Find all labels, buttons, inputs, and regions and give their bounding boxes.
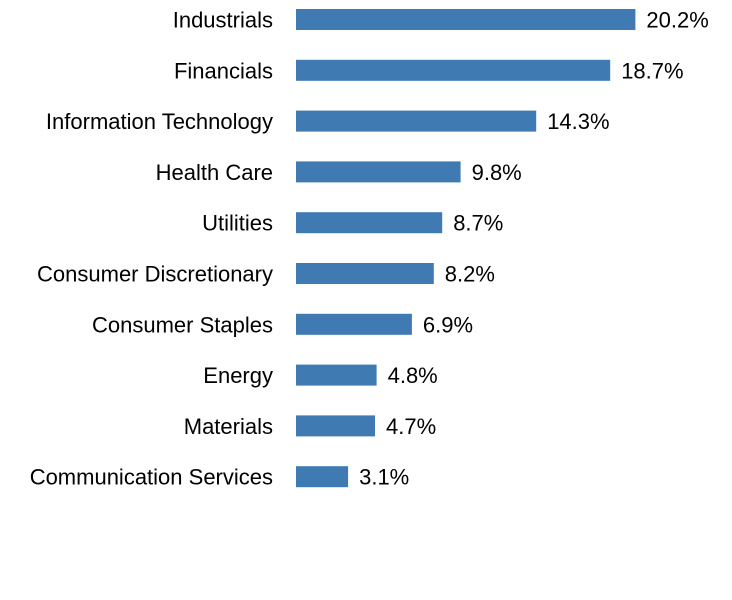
category-label-industrials: Industrials — [173, 8, 273, 33]
category-label-energy: Energy — [203, 363, 273, 388]
value-label-consumer-staples: 6.9% — [423, 312, 473, 337]
value-label-industrials: 20.2% — [646, 8, 708, 33]
bar-consumer-discretionary — [296, 263, 434, 284]
bar-materials — [296, 415, 375, 437]
bar-communication-services — [296, 466, 349, 488]
value-label-materials: 4.7% — [386, 414, 436, 439]
category-label-consumer-staples: Consumer Staples — [92, 312, 273, 337]
category-label-information-technology: Information Technology — [46, 109, 273, 134]
value-label-utilities: 8.7% — [453, 211, 503, 236]
category-label-utilities: Utilities — [202, 211, 273, 236]
value-label-energy: 4.8% — [388, 363, 438, 388]
bar-industrials — [296, 9, 636, 30]
category-label-communication-services: Communication Services — [30, 465, 273, 490]
bar-energy — [296, 364, 377, 386]
category-label-health-care: Health Care — [156, 160, 273, 185]
bar-financials — [296, 59, 611, 81]
value-label-consumer-discretionary: 8.2% — [445, 262, 495, 287]
value-label-communication-services: 3.1% — [359, 465, 409, 490]
category-labels: Industrials Financials Information Technol… — [30, 8, 273, 490]
category-label-consumer-discretionary: Consumer Discretionary — [37, 262, 273, 287]
value-label-financials: 18.7% — [621, 58, 683, 83]
bar-utilities — [296, 212, 443, 234]
value-label-health-care: 9.8% — [472, 160, 522, 185]
bar-health-care — [296, 161, 461, 183]
bar-consumer-staples — [296, 313, 412, 335]
category-label-financials: Financials — [174, 58, 273, 83]
category-label-materials: Materials — [184, 414, 273, 439]
bar-information-technology — [296, 110, 537, 132]
value-labels: 20.2% 18.7% 14.3% 9.8% 8.7% 8.2% 6.9% 4.8% 4.7% 3… — [359, 8, 709, 490]
value-label-information-technology: 14.3% — [547, 109, 609, 134]
bars-layer — [296, 9, 636, 488]
